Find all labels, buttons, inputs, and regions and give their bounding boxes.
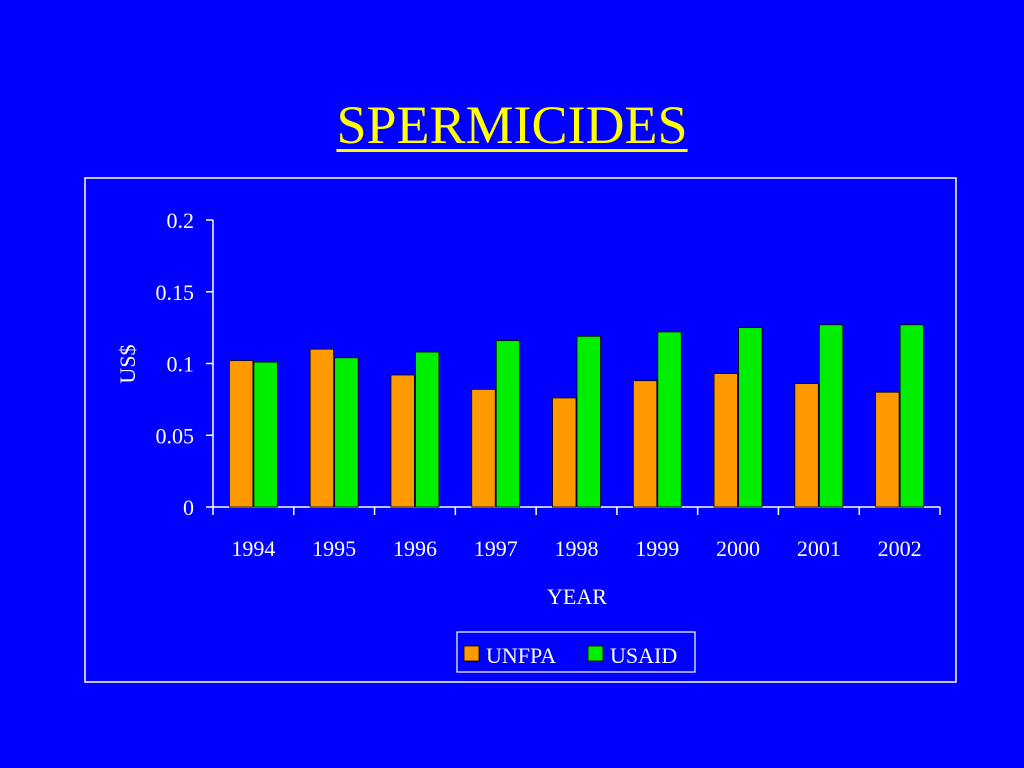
bar-unfpa-1996 [390, 374, 415, 508]
bar-usaid-1998 [576, 335, 601, 508]
chart-frame [84, 177, 957, 683]
bar-usaid-2001 [818, 324, 844, 508]
legend-label-unfpa: UNFPA [486, 643, 556, 668]
bar-usaid-1995 [334, 357, 359, 508]
legend-swatch-usaid [587, 645, 604, 662]
bars [228, 324, 925, 508]
slide-title: SPERMICIDES [0, 98, 1024, 152]
bar-usaid-1996 [415, 351, 440, 508]
bar-usaid-1999 [657, 331, 682, 508]
y-tick-label: 0.2 [167, 208, 195, 233]
legend-box [456, 631, 696, 673]
x-tick-label: 1996 [393, 536, 437, 561]
x-tick-label: 1994 [231, 536, 275, 561]
bar-unfpa-1997 [471, 388, 496, 508]
x-tick-label: 2002 [878, 536, 922, 561]
bar-usaid-2000 [738, 327, 763, 508]
bar-unfpa-2001 [794, 383, 819, 508]
bar-usaid-1997 [495, 340, 521, 508]
y-tick-label: 0 [183, 495, 194, 520]
x-axis-title: YEAR [547, 584, 607, 609]
legend-swatch-unfpa [463, 645, 480, 662]
y-tick-label: 0.05 [156, 423, 195, 448]
x-tick-label: 1995 [312, 536, 356, 561]
x-tick-label: 1997 [474, 536, 518, 561]
bar-unfpa-2002 [875, 391, 900, 508]
y-axis-title: US$ [115, 344, 140, 383]
y-tick-label: 0.15 [156, 280, 195, 305]
bar-unfpa-1994 [228, 360, 254, 508]
bar-unfpa-1998 [552, 397, 577, 508]
slide-title-text: SPERMICIDES [336, 95, 688, 155]
y-tick-label: 0.1 [167, 352, 195, 377]
x-axis: 1994 1995 1996 1997 1998 1999 2000 2001 2002 [212, 506, 941, 561]
x-tick-label: 2001 [797, 536, 841, 561]
bar-usaid-1994 [253, 361, 278, 508]
bar-unfpa-1995 [309, 348, 335, 508]
legend: UNFPA USAID [456, 631, 696, 673]
bar-usaid-2002 [899, 324, 925, 508]
x-tick-label: 1998 [555, 536, 599, 561]
x-tick-label: 2000 [716, 536, 760, 561]
legend-label-usaid: USAID [610, 643, 677, 668]
x-tick-label: 1999 [635, 536, 679, 561]
bar-unfpa-1999 [632, 380, 658, 508]
bar-unfpa-2000 [713, 373, 738, 508]
y-axis: 0 0.05 0.1 0.15 0.2 [156, 208, 214, 520]
